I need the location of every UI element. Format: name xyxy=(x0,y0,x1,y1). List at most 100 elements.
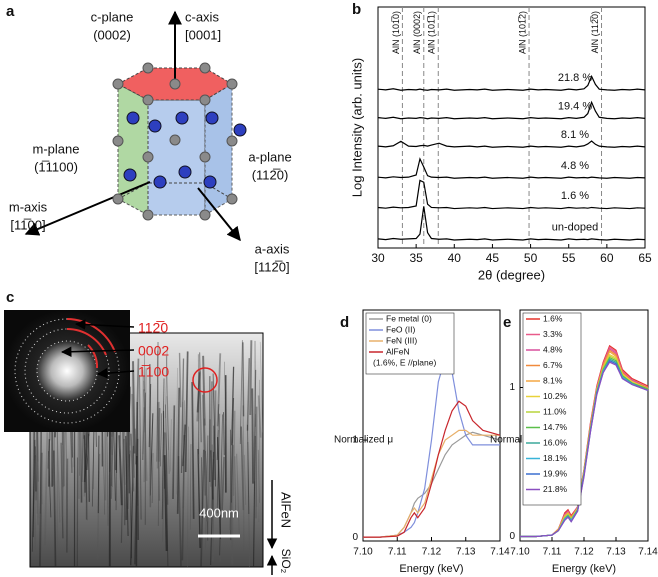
plot-frame xyxy=(377,6,646,249)
legend-entry: 10.2% xyxy=(543,391,568,401)
series-label: 1.6 % xyxy=(561,190,589,202)
streak xyxy=(243,454,247,505)
legend-entry: Fe metal (0) xyxy=(386,313,432,323)
m-axis-arrow xyxy=(24,181,151,236)
legend-entry: 16.0% xyxy=(543,437,568,447)
diffraction-label: 112̅0 xyxy=(138,320,168,336)
streak xyxy=(189,444,192,530)
streak xyxy=(240,426,245,511)
label: [112̅0] xyxy=(254,259,289,274)
arrow xyxy=(60,346,135,357)
streak xyxy=(129,454,132,559)
legend-note: (1.6%, E //plane) xyxy=(373,357,436,367)
legend-entry: FeN (III) xyxy=(386,335,417,345)
y-tick-label: 0 xyxy=(352,532,358,543)
x-axis-label: 2θ (degree) xyxy=(478,267,545,282)
streak xyxy=(236,453,240,536)
streak xyxy=(232,410,236,496)
diagram-labels: c-plane (0002) c-axis [0001] m-plane (1̅… xyxy=(9,9,292,274)
streak xyxy=(172,405,176,500)
streak xyxy=(196,372,201,413)
streak xyxy=(102,418,106,515)
a-axis-arrow xyxy=(197,187,241,242)
streak xyxy=(199,352,202,443)
streak xyxy=(132,361,136,454)
streak xyxy=(224,361,227,421)
layer-label: SiO₂ xyxy=(279,549,293,574)
x-axis-label: Energy (keV) xyxy=(399,563,463,575)
streak xyxy=(197,448,201,549)
label: [0001] xyxy=(185,27,221,42)
x-tick-label: 7.12 xyxy=(574,547,594,558)
series-line xyxy=(377,157,646,179)
streak xyxy=(164,348,168,419)
x-tick-label: 45 xyxy=(486,251,500,265)
streak xyxy=(258,379,260,523)
label: (1̅1100) xyxy=(34,159,78,174)
streak xyxy=(200,449,205,567)
streak xyxy=(166,396,170,451)
streak xyxy=(181,435,186,561)
label: (112̅0) xyxy=(252,167,289,182)
series-line xyxy=(377,74,646,91)
streak xyxy=(60,442,64,539)
streak xyxy=(151,453,154,504)
label: a-axis xyxy=(255,241,290,256)
streak xyxy=(148,384,152,448)
label: m-plane xyxy=(33,141,80,156)
x-tick-label: 7.13 xyxy=(606,547,626,558)
y-axis-label: Normalized μ xyxy=(490,435,549,446)
reference-label: AlN (0002) xyxy=(412,11,422,54)
al-atoms xyxy=(112,62,238,221)
scale-label: 400nm xyxy=(199,505,239,520)
reference-label: AlN (101̅2) xyxy=(517,11,527,54)
back-edge xyxy=(117,182,233,200)
streak xyxy=(83,435,86,493)
streak xyxy=(229,442,233,515)
legend-entry: 19.9% xyxy=(543,468,568,478)
series-line xyxy=(520,361,649,538)
streak xyxy=(203,418,208,522)
x-tick-label: 7.11 xyxy=(543,547,562,558)
reference-label: AlN (101̅1) xyxy=(427,11,437,54)
label: c-plane xyxy=(91,9,134,24)
streak xyxy=(246,424,250,514)
x-tick-label: 50 xyxy=(524,251,538,265)
x-tick-label: 35 xyxy=(409,251,423,265)
selected-area xyxy=(192,367,218,393)
panel-c: c 112̅0 0002 1̅100 400nm AlFeN SiO₂ xyxy=(4,289,294,575)
streak xyxy=(259,341,263,433)
streak xyxy=(182,424,186,467)
streak xyxy=(157,402,161,501)
x-tick-label: 7.14 xyxy=(638,547,658,558)
streak xyxy=(106,424,109,526)
series-label: 21.8 % xyxy=(558,72,592,84)
x-tick-label: 7.10 xyxy=(510,547,530,558)
streak xyxy=(33,440,36,556)
streak xyxy=(210,381,213,487)
streak xyxy=(197,354,200,464)
streak xyxy=(129,433,135,492)
y-tick-label: 1 xyxy=(509,382,515,393)
legend-entry: 18.1% xyxy=(543,453,568,463)
streak xyxy=(219,414,223,556)
streak xyxy=(66,458,69,553)
legend-entry: 3.3% xyxy=(543,329,563,339)
diffraction-label: 0002 xyxy=(138,343,169,359)
legend-entry: 14.7% xyxy=(543,422,568,432)
arrow xyxy=(74,319,135,330)
streak xyxy=(136,401,140,540)
x-tick-label: 7.12 xyxy=(422,547,442,558)
n-atoms xyxy=(123,111,247,189)
y-tick-label: 1 xyxy=(352,435,358,446)
streak xyxy=(196,370,202,422)
legend-entry: 21.8% xyxy=(543,484,568,494)
series-line xyxy=(377,179,646,210)
streak xyxy=(163,455,168,552)
streak xyxy=(220,456,225,517)
series-line xyxy=(377,140,646,148)
streak xyxy=(53,450,57,567)
y-tick-label: 0 xyxy=(509,531,515,542)
label: m-axis xyxy=(9,199,48,214)
series-label: 4.8 % xyxy=(561,160,589,172)
